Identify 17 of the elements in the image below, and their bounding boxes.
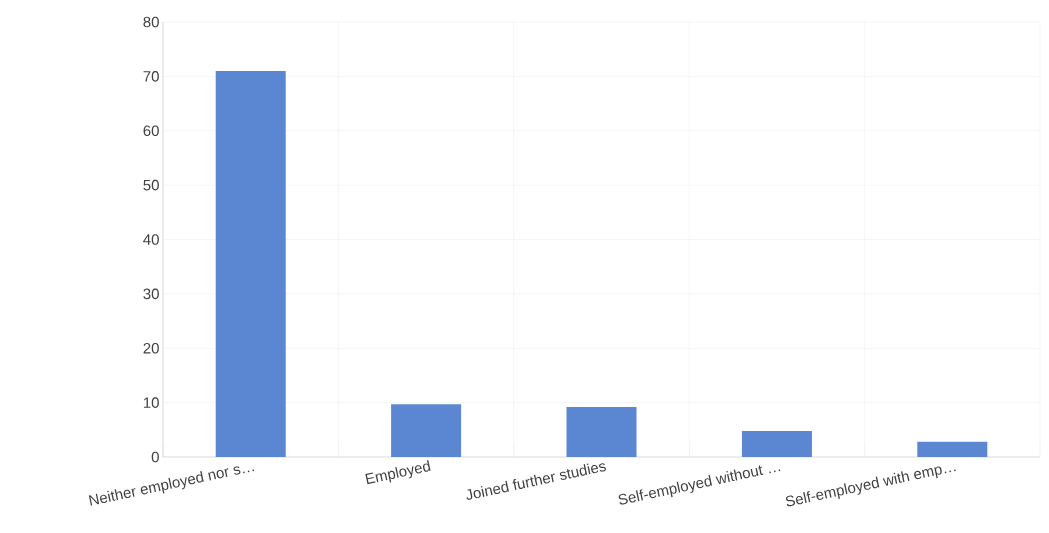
bar bbox=[741, 430, 812, 457]
x-tick-label: Joined further studies bbox=[466, 463, 606, 500]
y-tick-label: 40 bbox=[143, 234, 159, 245]
x-tick-label: Neither employed nor s… bbox=[88, 466, 255, 506]
bar bbox=[391, 404, 462, 457]
y-tick-label: 20 bbox=[143, 342, 159, 354]
y-tick-label: 0 bbox=[151, 451, 159, 463]
bar bbox=[215, 70, 286, 457]
y-tick-label: 50 bbox=[143, 179, 159, 191]
x-tick-label: Employed bbox=[365, 460, 431, 485]
bar bbox=[566, 406, 637, 457]
bar bbox=[917, 441, 988, 457]
y-tick-label: 70 bbox=[143, 71, 159, 82]
y-tick-label: 10 bbox=[143, 397, 159, 408]
y-tick-label: 30 bbox=[143, 288, 159, 300]
y-tick-label: 80 bbox=[143, 16, 159, 28]
y-tick-label: 60 bbox=[143, 125, 159, 137]
